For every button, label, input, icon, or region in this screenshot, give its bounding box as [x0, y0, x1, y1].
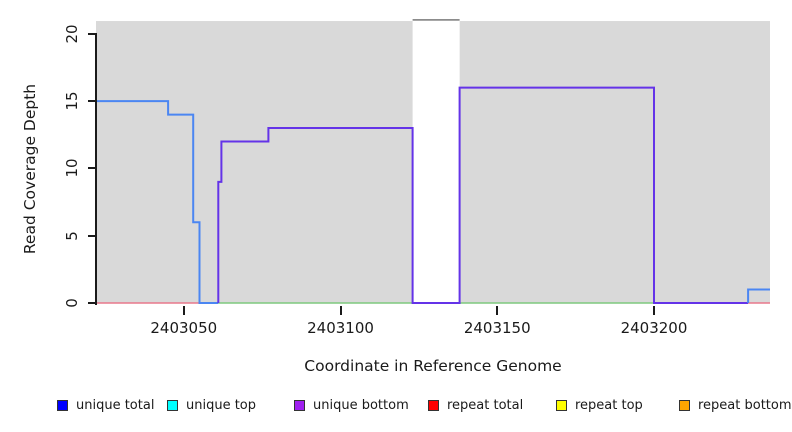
covered-region-left	[96, 21, 413, 304]
y-tick-label-10: 10	[63, 158, 81, 178]
legend-label: repeat bottom	[698, 397, 792, 413]
covered-region-right	[459, 21, 770, 304]
y-tick-label-20: 20	[63, 24, 81, 44]
legend-item-repeat-total: repeat total	[428, 397, 523, 413]
plot-area	[96, 19, 770, 310]
x-tick-2403200	[653, 306, 655, 315]
x-tick-2403050	[182, 306, 185, 315]
legend-item-unique-top: unique top	[167, 397, 256, 413]
legend-swatch-icon	[556, 399, 567, 411]
legend-item-repeat-top: repeat top	[556, 397, 643, 413]
legend-label: unique total	[76, 397, 155, 413]
legend-swatch-icon	[167, 399, 178, 411]
legend-item-unique-total: unique total	[57, 397, 154, 413]
series-unique-total-right-end-	[747, 288, 770, 303]
y-tick-0	[88, 302, 96, 304]
legend-item-unique-bottom: unique bottom	[294, 397, 409, 413]
series-unique-bottom	[217, 86, 749, 304]
chart-canvas	[96, 19, 770, 304]
y-axis-line	[95, 33, 97, 305]
legend-label: repeat total	[447, 397, 524, 413]
legend-swatch-icon	[294, 399, 305, 411]
y-axis-title: Read Coverage Depth	[21, 83, 39, 255]
x-tick-label-2403150: 2403150	[463, 319, 531, 337]
x-tick-label-2403100: 2403100	[307, 319, 374, 337]
series-unique-total	[96, 100, 219, 304]
y-tick-15	[88, 100, 96, 103]
x-axis-title: Coordinate in Reference Genome	[304, 357, 562, 375]
x-tick-2403100	[339, 306, 342, 315]
legend-swatch-icon	[57, 399, 68, 411]
y-tick-label-5: 5	[63, 230, 81, 241]
legend-label: unique top	[186, 397, 257, 413]
legend-label: unique bottom	[313, 397, 409, 413]
legend-swatch-icon	[679, 399, 690, 411]
x-tick-label-2403200: 2403200	[620, 319, 688, 337]
x-tick-2403150	[496, 306, 499, 315]
y-tick-5	[88, 234, 96, 237]
legend-swatch-icon	[428, 399, 439, 411]
y-tick-label-15: 15	[63, 91, 81, 111]
legend-label: repeat top	[575, 397, 643, 413]
y-tick-20	[88, 32, 96, 35]
y-tick-label-0: 0	[63, 298, 81, 308]
legend-item-repeat-bottom: repeat bottom	[679, 397, 792, 413]
y-tick-10	[88, 167, 96, 170]
x-tick-label-2403050: 2403050	[150, 319, 218, 337]
